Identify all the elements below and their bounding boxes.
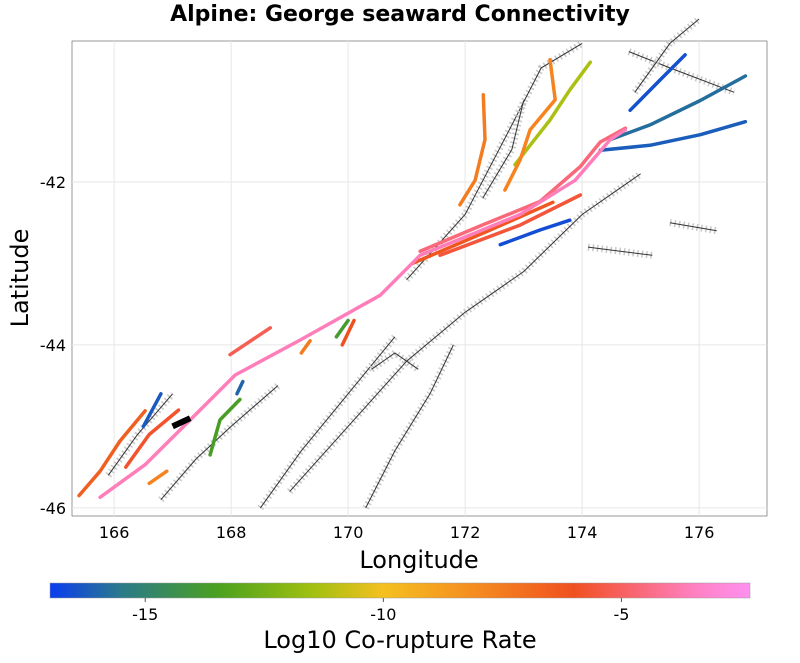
y-axis-label: Latitude [6,229,34,328]
x-tick-label: 172 [450,523,481,542]
y-tick-label: -44 [40,336,66,355]
rupture-kelly [438,193,583,258]
background-fault [259,336,396,509]
rupture-awatere [513,60,593,167]
rupture-hope-kakapo [410,200,555,266]
colorbar-tick-label: -15 [132,605,158,624]
rupture-pisa [299,339,312,355]
chart-title: Alpine: George seaward Connectivity [170,2,630,27]
background-fault [587,246,653,256]
rupture-wellington [628,53,687,113]
background-fault [289,311,466,492]
rupture-fiordland-nw [228,326,273,357]
x-tick-label: 166 [99,523,130,542]
colorbar-tick-label: -5 [613,605,629,624]
rupture-dunstan [340,318,356,347]
rupture-ostler [334,318,350,339]
rupture-sw-orange [147,469,169,486]
rupture-porters [498,218,572,247]
rupture-inland [458,93,487,207]
background-fault [107,393,173,476]
x-axis-label: Longitude [359,546,478,574]
rupture-alpine [98,128,628,500]
background-fault [634,18,700,93]
x-tick-label: 176 [684,523,715,542]
plot-area [71,40,768,517]
colorbar-tick-label: -10 [370,605,396,624]
background-fault [371,352,419,370]
rupture-fiordland-blue [141,392,163,429]
rupture-moonlight-n [235,379,245,396]
x-tick-label: 170 [333,523,364,542]
background-fault [464,173,641,313]
background-fault [482,100,525,199]
background-fault [406,42,583,281]
background-fault [365,344,454,509]
colorbar [49,582,751,599]
rupture-fiordland-sw [77,409,147,498]
rupture-moonlight [208,397,242,457]
target-fault [171,415,192,430]
rupture-hope [418,126,628,253]
x-tick-label: 168 [216,523,247,542]
rupture-wairarapa [608,74,748,142]
rupture-wairau [503,57,557,192]
y-tick-label: -46 [40,499,66,518]
colorbar-label: Log10 Co-rupture Rate [263,626,536,654]
x-tick-label: 174 [567,523,598,542]
rupture-ohariu [598,119,748,152]
y-tick-label: -42 [40,173,66,192]
rupture-fiordland-w [124,408,181,469]
background-fault [669,222,717,232]
